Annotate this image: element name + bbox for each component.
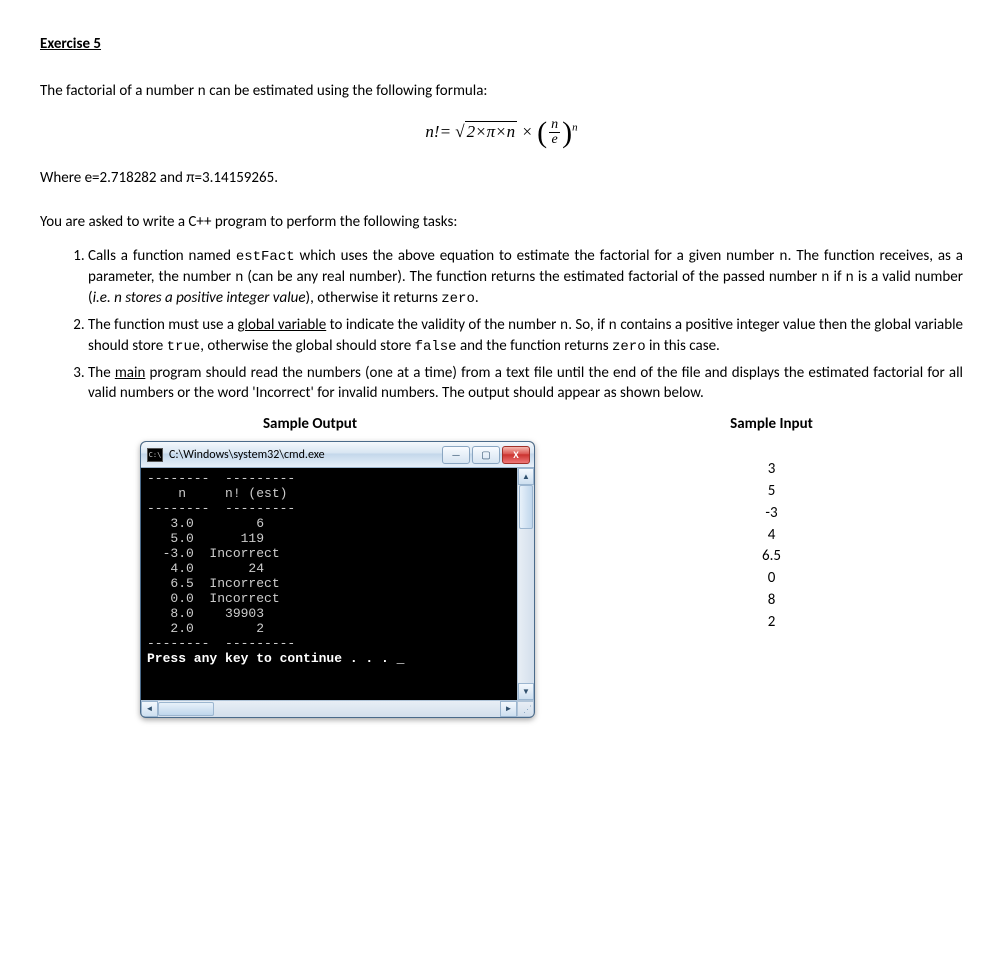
t1-h: . bbox=[475, 289, 479, 307]
t1-fn: estFact bbox=[236, 249, 295, 265]
cmd-title-text: C:\Windows\system32\cmd.exe bbox=[169, 448, 442, 462]
t2-b: to indicate the validity of the number bbox=[326, 316, 560, 334]
frac-num: n bbox=[549, 118, 560, 133]
t2-false: false bbox=[415, 339, 457, 355]
formula-lhs-n: n bbox=[425, 122, 434, 141]
cmd-titlebar[interactable]: C:\ C:\Windows\system32\cmd.exe — ▢ X bbox=[141, 442, 534, 468]
minimize-button[interactable]: — bbox=[442, 446, 470, 464]
formula: n!= √2×π×n × (ne)n bbox=[425, 122, 577, 141]
vertical-scrollbar[interactable]: ▲ ▼ bbox=[517, 468, 534, 700]
t2-glb: global variable bbox=[238, 316, 327, 334]
sample-input-value: 5 bbox=[580, 481, 963, 503]
sample-output-label: Sample Output bbox=[40, 415, 580, 433]
t2-zero: zero bbox=[612, 339, 646, 355]
sample-input-value: 0 bbox=[580, 568, 963, 590]
cmd-output: -------- --------- n n! (est) -------- -… bbox=[141, 468, 517, 700]
vscroll-track[interactable] bbox=[518, 485, 534, 683]
sample-input-value: 8 bbox=[580, 590, 963, 612]
t1-ital: i.e. n stores a positive integer value bbox=[93, 289, 306, 307]
t3-main: main bbox=[115, 364, 146, 382]
sample-input-label: Sample Input bbox=[580, 415, 963, 433]
t1-d: (can be any real number). The function r… bbox=[243, 268, 821, 286]
intro-paragraph: The factorial of a number n can be estim… bbox=[40, 81, 963, 102]
t2-e: , otherwise the global should store bbox=[200, 337, 414, 355]
task-item-2: The function must use a global variable … bbox=[88, 315, 963, 357]
t3-b: program should read the numbers (one at … bbox=[88, 364, 963, 402]
sample-input-value: 3 bbox=[580, 459, 963, 481]
task-list: Calls a function named estFact which use… bbox=[40, 246, 963, 403]
scroll-right-button[interactable]: ► bbox=[500, 701, 517, 717]
close-button[interactable]: X bbox=[502, 446, 530, 464]
t1-n1: n bbox=[779, 249, 787, 265]
formula-bang-eq: != bbox=[434, 122, 451, 141]
formula-exponent: n bbox=[572, 121, 578, 133]
hscroll-track[interactable] bbox=[158, 701, 500, 717]
formula-sqrt-body: 2×π×n bbox=[465, 121, 517, 141]
cmd-window: C:\ C:\Windows\system32\cmd.exe — ▢ X --… bbox=[140, 441, 535, 718]
tasks-intro: You are asked to write a C++ program to … bbox=[40, 212, 963, 232]
vscroll-thumb[interactable] bbox=[519, 485, 533, 529]
t1-n4: n bbox=[845, 270, 853, 286]
t2-f: and the function returns bbox=[457, 337, 612, 355]
formula-times: × bbox=[517, 122, 537, 141]
cmd-body: -------- --------- n n! (est) -------- -… bbox=[141, 468, 534, 700]
t1-e: if bbox=[830, 268, 846, 286]
t2-n2: n bbox=[609, 318, 617, 334]
t1-zero: zero bbox=[441, 291, 475, 307]
task-item-3: The main program should read the numbers… bbox=[88, 363, 963, 404]
cmd-icon: C:\ bbox=[147, 448, 163, 462]
sample-labels-row: Sample Output Sample Input bbox=[40, 415, 963, 433]
t2-n1: n bbox=[560, 318, 568, 334]
t1-g: ), otherwise it returns bbox=[306, 289, 442, 307]
formula-fraction: ne bbox=[549, 118, 560, 147]
t1-a: Calls a function named bbox=[88, 247, 236, 265]
sample-input-list: 35-346.5082 bbox=[580, 441, 963, 633]
t1-n3: n bbox=[821, 270, 829, 286]
hscroll-thumb[interactable] bbox=[158, 702, 214, 716]
maximize-button[interactable]: ▢ bbox=[472, 446, 500, 464]
intro-var-n: n bbox=[198, 84, 206, 100]
cmd-column: C:\ C:\Windows\system32\cmd.exe — ▢ X --… bbox=[40, 441, 580, 718]
intro-tail: can be estimated using the following for… bbox=[206, 82, 488, 100]
window-buttons: — ▢ X bbox=[442, 446, 530, 464]
t2-c: . So, if bbox=[568, 316, 608, 334]
sample-input-value: 4 bbox=[580, 525, 963, 547]
t2-g: in this case. bbox=[646, 337, 720, 355]
task-item-1: Calls a function named estFact which use… bbox=[88, 246, 963, 309]
t2-true: true bbox=[167, 339, 201, 355]
sample-input-value: 6.5 bbox=[580, 546, 963, 568]
samples-row: C:\ C:\Windows\system32\cmd.exe — ▢ X --… bbox=[40, 441, 963, 718]
scroll-left-button[interactable]: ◄ bbox=[141, 701, 158, 717]
t1-b: which uses the above equation to estimat… bbox=[295, 247, 780, 265]
exercise-heading: Exercise 5 bbox=[40, 35, 963, 53]
frac-den: e bbox=[549, 133, 560, 147]
sample-input-value: -3 bbox=[580, 503, 963, 525]
scroll-down-button[interactable]: ▼ bbox=[518, 683, 534, 700]
scroll-up-button[interactable]: ▲ bbox=[518, 468, 534, 485]
constants-line: Where e=2.718282 and π=3.14159265. bbox=[40, 168, 963, 188]
sample-input-value: 2 bbox=[580, 612, 963, 634]
horizontal-scrollbar[interactable]: ◄ ► ⋰ bbox=[141, 700, 534, 717]
formula-block: n!= √2×π×n × (ne)n bbox=[40, 116, 963, 150]
t2-a: The function must use a bbox=[88, 316, 238, 334]
t3-a: The bbox=[88, 364, 115, 382]
intro-text: The factorial of a number bbox=[40, 82, 198, 100]
resize-grip[interactable]: ⋰ bbox=[517, 701, 534, 717]
